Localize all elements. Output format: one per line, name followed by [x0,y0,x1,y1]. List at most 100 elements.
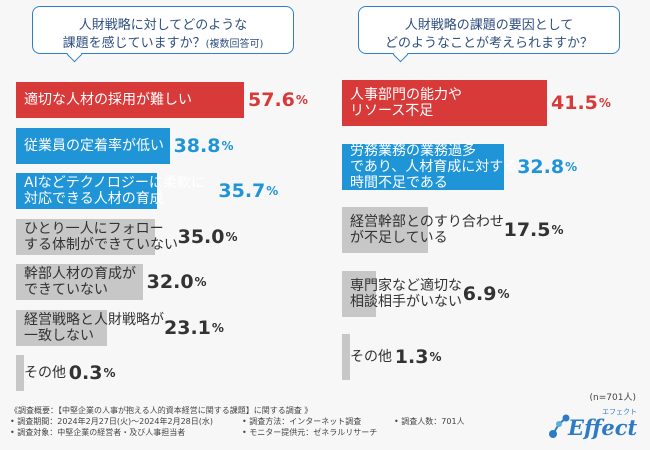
bar-value-unit: % [429,350,442,364]
bar-value-label: 35.0% [178,219,238,255]
bar-label: 幹部人材の育成が できていない [24,264,136,300]
left-question-bubble: 人財戦略に対してどのような 課題を感じていますか？(複数回答可) [32,6,294,54]
bar [16,82,244,118]
bar-row: 専門家など適切な 相談相手がいない 6.9% [342,270,642,317]
bar-label-line: 人事部門の能力や [350,87,462,103]
left-chart-panel: 人財戦略に対してどのような 課題を感じていますか？(複数回答可) 適切な人材の採… [4,0,322,392]
bar-value-unit: % [497,286,510,301]
bar-row: その他 1.3% [342,334,642,380]
bar-value-label: 57.6% [248,82,308,118]
bar-row: 経営幹部とのすり合わせ が不足している 17.5% [342,207,642,253]
bar-value-unit: % [194,275,207,289]
left-question-sub: (複数回答可) [205,39,264,50]
bar [16,127,170,164]
left-question-line2: 課題を感じていますか？(複数回答可) [33,32,293,51]
bar-label-line: できていない [24,282,108,298]
bar-value-label: 1.3% [395,334,442,380]
bar [342,270,377,317]
bar-label-line: 適切な人材の採用が難しい [24,92,192,108]
bar-label-line: その他 [350,349,392,365]
bar-value: 41.5 [551,92,598,114]
effect-logo: Effect エフェクト [548,408,646,444]
bar-label-line: 一致しない [24,327,94,344]
bar-value: 17.5 [503,219,551,241]
bar-value-unit: % [221,138,234,153]
bar-row: 経営戦略と人財戦略が 一致しない 23.1% [16,309,316,346]
bar-label-line: 幹部人材の育成が [24,266,136,282]
bar-value-unit: % [211,320,224,335]
bar-value: 35.7 [218,180,266,202]
bar-label: その他 [350,334,392,380]
bar-label-line: 時間不足である [350,174,448,191]
bar-value-label: 23.1% [164,310,224,346]
logo-kana: エフェクト [602,408,637,416]
bar-row: AIなどテクノロジーに柔軟に 対応できる人材の育成 35.7% [16,173,316,209]
footer-count: • 調査人数：701人 [394,417,465,426]
bar-label-line: 労務業務の業務過多 [350,142,476,159]
bar-label: 人事部門の能力や リソース不足 [350,80,462,126]
footer-provider: • モニター提供元：ゼネラルリサーチ [242,428,378,437]
bar-row: 人事部門の能力や リソース不足 41.5% [342,80,642,126]
bar [16,173,158,209]
right-question-line2: どのようなことが考えられますか？ [384,36,593,51]
bar-value: 23.1 [164,316,211,339]
survey-footer: 《調査概要：【中堅企業の人事が抱える人的資本経営に関する課題】に関する調査 》 … [10,405,510,438]
bar-row: 従業員の定着率が低い 38.8% [16,127,316,164]
left-question-main: 課題を感じていますか？ [62,36,206,51]
footer-summary: 《調査概要：【中堅企業の人事が抱える人的資本経営に関する課題】に関する調査 》 [10,406,313,415]
bar-label: 従業員の定着率が低い [24,128,164,164]
bar-row: その他 0.3% [16,355,316,391]
bar-value-label: 17.5% [504,207,564,253]
right-chart-panel: 人財戦略の課題の要因として どのようなことが考えられますか？ 人事部門の能力やリ… [330,0,648,392]
bar-label-line: ひとり一人にフォロー [24,220,164,237]
bar-row: 労務業務の業務過多 であり、人材育成に対する 時間不足である 32.8% [342,142,642,191]
bar-value-unit: % [266,184,279,198]
bar [342,207,429,253]
bar [16,309,108,346]
bar-label: AIなどテクノロジーに柔軟に 対応できる人材の育成 [24,173,205,209]
footer-row-1: • 調査期間：2024年2月27日(火)～2024年2月28日(水) • 調査方… [10,416,510,427]
bar-row: 幹部人材の育成が できていない 32.0% [16,264,316,300]
bar-value: 35.0 [177,225,225,248]
bar-label-line: その他 [24,365,66,381]
bar-label-line: が不足している [350,230,448,246]
bar-value-unit: % [598,96,611,110]
bar-label: 適切な人材の採用が難しい [24,82,192,118]
bar-value-label: 6.9% [463,271,510,317]
footer-method: • 調査方法：インターネット調査 [242,417,362,426]
bar-value-unit: % [103,366,116,380]
bar-value: 32.0 [146,271,194,293]
bar-label: 経営幹部とのすり合わせ が不足している [350,207,504,253]
bar-label-line: 経営戦略と人財戦略が [24,311,164,328]
bar-value: 32.8 [517,155,565,178]
bar-row: 適切な人材の採用が難しい 57.6% [16,82,316,118]
bar-label: 専門家など適切な 相談相手がいない [350,271,462,317]
molecule-icon [549,414,570,438]
bar-value-label: 32.8% [517,144,577,190]
bar-label-line: する体制ができていない [24,236,178,253]
bar-value-label: 0.3% [69,355,116,391]
bar-label: 経営戦略と人財戦略が 一致しない [24,310,164,346]
footer-row-2: • 調査対象：中堅企業の経営者・及び人事担当者 • モニター提供元：ゼネラルリサ… [10,427,510,438]
bar-label-line: リソース不足 [350,103,434,119]
sample-size-label: (n=701人) [589,393,636,403]
bar-label-line: であり、人材育成に対する [350,158,518,175]
bar-value-unit: % [225,229,238,244]
bar-label-line: 専門家など適切な [350,277,462,294]
bar-value: 38.8 [173,134,221,157]
bar-row: ひとり一人にフォロー する体制ができていない 35.0% [16,218,316,255]
right-question-bubble: 人財戦略の課題の要因として どのようなことが考えられますか？ [358,6,620,54]
bar [342,143,505,190]
bar-value: 57.6 [248,89,295,111]
bar-value-label: 32.0% [147,264,207,300]
bar-value-unit: % [565,159,578,174]
bar-label-line: AIなどテクノロジーに柔軟に [24,175,205,191]
bar [342,80,547,126]
bar-value-unit: % [551,223,564,237]
footer-target: • 調査対象：中堅企業の経営者・及び人事担当者 [10,428,186,437]
bar-value: 0.3 [68,362,103,384]
bar-label: ひとり一人にフォロー する体制ができていない [24,219,178,255]
bar [16,218,155,255]
bar [342,334,350,380]
bar-value: 6.9 [462,282,497,305]
